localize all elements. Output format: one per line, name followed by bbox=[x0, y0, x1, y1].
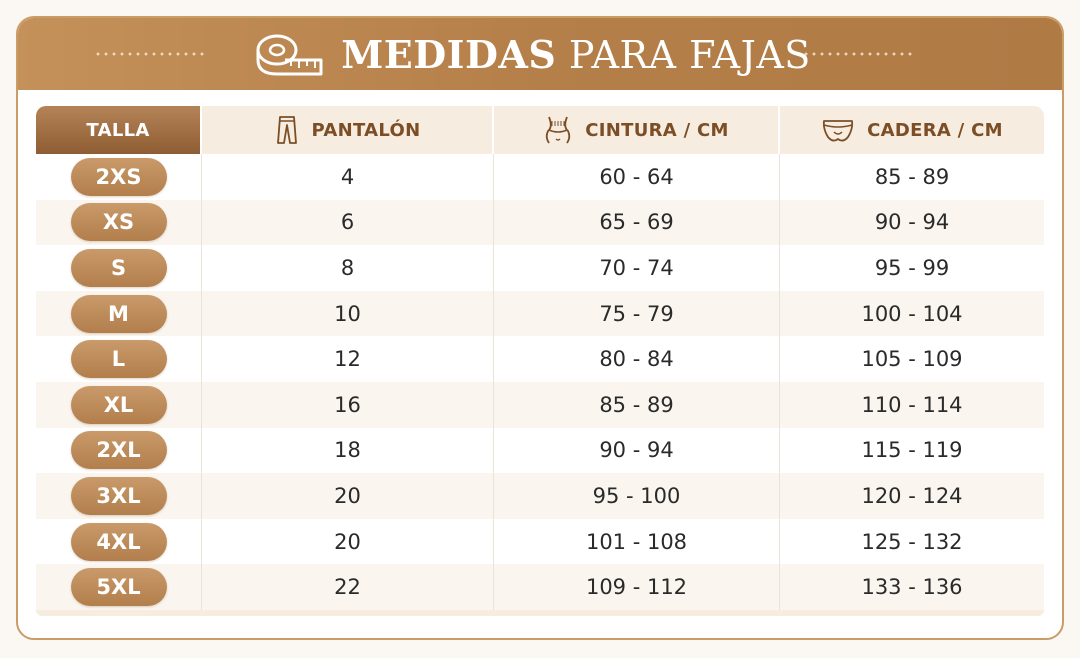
table-row: 5XL 22 109 - 112 133 - 136 bbox=[36, 564, 1044, 610]
size-badge: 4XL bbox=[70, 522, 167, 561]
column-header-talla: TALLA bbox=[36, 106, 202, 154]
size-badge: L bbox=[70, 340, 167, 379]
size-cell: M bbox=[36, 290, 202, 337]
table-row: M 10 75 - 79 100 - 104 bbox=[36, 290, 1044, 337]
column-header-label: TALLA bbox=[86, 119, 150, 141]
table-row: XS 6 65 - 69 90 - 94 bbox=[36, 199, 1044, 246]
column-header-label: CINTURA / CM bbox=[585, 119, 729, 141]
hip-icon bbox=[823, 120, 854, 142]
size-cell: L bbox=[36, 336, 202, 382]
size-cell: 2XL bbox=[36, 427, 202, 474]
cintura-cell: 101 - 108 bbox=[494, 518, 780, 565]
pantalon-cell: 16 bbox=[202, 381, 494, 428]
size-cell: 3XL bbox=[36, 473, 202, 519]
pantalon-cell: 22 bbox=[202, 564, 494, 610]
size-badge: 3XL bbox=[70, 476, 167, 515]
pantalon-cell: 10 bbox=[202, 290, 494, 337]
cadera-cell: 133 - 136 bbox=[780, 564, 1044, 610]
decorative-dots-left bbox=[94, 52, 204, 56]
cadera-cell: 110 - 114 bbox=[780, 381, 1044, 428]
title-group: MEDIDAS PARA FAJAS bbox=[255, 30, 811, 78]
pantalon-cell: 6 bbox=[202, 199, 494, 246]
title-bold-part: MEDIDAS bbox=[341, 31, 557, 77]
size-badge: S bbox=[70, 248, 167, 287]
cadera-cell: 85 - 89 bbox=[780, 154, 1044, 200]
cadera-cell: 115 - 119 bbox=[780, 427, 1044, 474]
size-cell: 5XL bbox=[36, 564, 202, 610]
cintura-cell: 95 - 100 bbox=[494, 473, 780, 519]
pantalon-cell: 20 bbox=[202, 473, 494, 519]
table-row: S 8 70 - 74 95 - 99 bbox=[36, 245, 1044, 291]
pantalon-cell: 20 bbox=[202, 518, 494, 565]
measuring-tape-icon bbox=[256, 34, 323, 76]
size-cell: XS bbox=[36, 199, 202, 246]
cintura-cell: 70 - 74 bbox=[494, 245, 780, 291]
cadera-cell: 90 - 94 bbox=[780, 199, 1044, 246]
cintura-cell: 109 - 112 bbox=[494, 564, 780, 610]
cintura-cell: 75 - 79 bbox=[494, 290, 780, 337]
decorative-dots-right bbox=[802, 52, 912, 56]
size-table: TALLA PANTALÓN CINTURA / CM bbox=[36, 106, 1044, 616]
title-light-part: PARA FAJAS bbox=[568, 32, 811, 77]
cadera-cell: 95 - 99 bbox=[780, 245, 1044, 291]
size-badge: 5XL bbox=[70, 568, 167, 607]
cadera-cell: 125 - 132 bbox=[780, 518, 1044, 565]
table-row: XL 16 85 - 89 110 - 114 bbox=[36, 381, 1044, 428]
size-badge: XS bbox=[70, 203, 167, 242]
cadera-cell: 105 - 109 bbox=[780, 336, 1044, 382]
title-banner: MEDIDAS PARA FAJAS bbox=[18, 18, 1062, 90]
pantalon-cell: 18 bbox=[202, 427, 494, 474]
table-row: 3XL 20 95 - 100 120 - 124 bbox=[36, 473, 1044, 519]
waist-icon bbox=[546, 116, 571, 144]
table-footer-strip bbox=[36, 609, 1044, 616]
size-cell: XL bbox=[36, 381, 202, 428]
cadera-cell: 100 - 104 bbox=[780, 290, 1044, 337]
size-chart-card: MEDIDAS PARA FAJAS TALLA PANTALÓN bbox=[16, 16, 1064, 640]
pantalon-cell: 12 bbox=[202, 336, 494, 382]
size-badge: 2XS bbox=[70, 157, 167, 196]
size-badge: 2XL bbox=[70, 431, 167, 470]
size-badge: M bbox=[70, 294, 167, 333]
cintura-cell: 85 - 89 bbox=[494, 381, 780, 428]
column-header-pantalon: PANTALÓN bbox=[202, 106, 494, 154]
table-header-row: TALLA PANTALÓN CINTURA / CM bbox=[36, 106, 1044, 154]
column-header-cadera: CADERA / CM bbox=[780, 106, 1044, 154]
table-row: 2XL 18 90 - 94 115 - 119 bbox=[36, 427, 1044, 474]
column-header-label: PANTALÓN bbox=[311, 119, 421, 141]
size-cell: S bbox=[36, 245, 202, 291]
table-row: L 12 80 - 84 105 - 109 bbox=[36, 336, 1044, 382]
cintura-cell: 60 - 64 bbox=[494, 154, 780, 200]
column-header-label: CADERA / CM bbox=[867, 119, 1003, 141]
size-cell: 4XL bbox=[36, 518, 202, 565]
pantalon-cell: 4 bbox=[202, 154, 494, 200]
cintura-cell: 90 - 94 bbox=[494, 427, 780, 474]
table-row: 2XS 4 60 - 64 85 - 89 bbox=[36, 154, 1044, 200]
pantalon-cell: 8 bbox=[202, 245, 494, 291]
table-row: 4XL 20 101 - 108 125 - 132 bbox=[36, 518, 1044, 565]
column-header-cintura: CINTURA / CM bbox=[494, 106, 780, 154]
pants-icon bbox=[276, 116, 297, 144]
page-title: MEDIDAS PARA FAJAS bbox=[341, 32, 811, 77]
size-badge: XL bbox=[70, 385, 167, 424]
cintura-cell: 80 - 84 bbox=[494, 336, 780, 382]
cadera-cell: 120 - 124 bbox=[780, 473, 1044, 519]
table-body: 2XS 4 60 - 64 85 - 89 XS 6 65 - 69 90 - … bbox=[36, 154, 1044, 610]
size-cell: 2XS bbox=[36, 154, 202, 200]
cintura-cell: 65 - 69 bbox=[494, 199, 780, 246]
